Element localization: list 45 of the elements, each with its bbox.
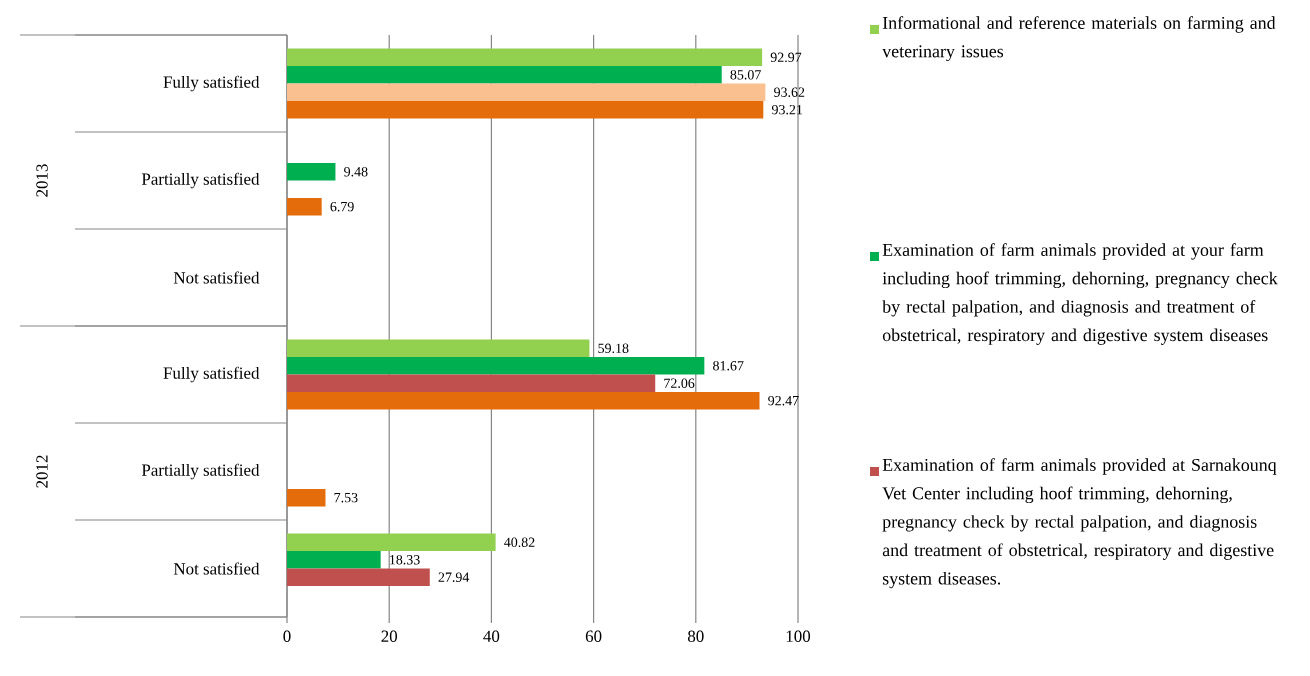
y-tick-label: Not satisfied — [173, 271, 260, 284]
bar — [287, 100, 764, 119]
legend-label: Examination of farm animals provided at your farm including hoof trimming, dehorning, pregnancy check by rectal palpation, and diagnosis and treatment of obstetrical, respiratory and digestive system diseases — [882, 243, 1278, 345]
y-tick-label: Fully satisfied — [163, 75, 260, 92]
y-tick-label: Fully satisfied — [163, 366, 260, 383]
bar — [287, 391, 760, 410]
legend-label: Examination of farm animals provided at Sarnakounq Vet Center including hoof trimming, dehorning, pregnancy check by rectal palpation, and diagnosis and treatment of obstetrical, respiratory and digestive system diseases. — [882, 458, 1277, 589]
y-tick-label: Partially satisfied — [141, 172, 260, 189]
bar — [287, 339, 590, 358]
bar — [287, 48, 763, 67]
data-label: 72.06 — [664, 378, 695, 388]
data-label: 6.79 — [330, 201, 354, 212]
bar — [287, 551, 381, 569]
bar — [287, 488, 326, 507]
legend-label: Informational and reference materials on farming and veterinary issues — [882, 16, 1276, 62]
text: 2013 — [36, 164, 48, 197]
data-label: 27.94 — [438, 572, 470, 582]
bar — [287, 197, 322, 216]
data-label: 85.07 — [730, 70, 761, 80]
x-tick-label: 20 — [381, 630, 398, 642]
x-tick-label: 80 — [687, 630, 704, 642]
y-tick-label: Partially satisfied — [141, 463, 260, 480]
data-label: 18.33 — [390, 555, 420, 565]
x-tick-label: 100 — [786, 630, 811, 642]
data-label: 7.53 — [334, 492, 358, 503]
x-tick-label: 60 — [585, 630, 602, 642]
data-label: 40.82 — [504, 537, 535, 548]
data-label: 93.21 — [771, 104, 803, 115]
y-tick-label: Not satisfied — [173, 562, 260, 575]
bar — [287, 568, 430, 586]
bar — [287, 83, 766, 101]
bar — [287, 374, 656, 392]
data-label: 93.62 — [774, 87, 805, 97]
bar — [287, 66, 722, 84]
x-tick-label: 40 — [483, 630, 500, 642]
data-label: 9.48 — [344, 167, 368, 177]
data-label: 92.47 — [768, 395, 799, 406]
data-label: 92.97 — [770, 52, 802, 63]
data-label: 81.67 — [713, 361, 744, 371]
bar — [287, 163, 336, 181]
text: 2012 — [36, 455, 48, 488]
bar — [287, 357, 705, 375]
bar — [287, 533, 496, 552]
data-label: 59.18 — [598, 343, 629, 354]
x-tick-label: 0 — [283, 630, 291, 642]
